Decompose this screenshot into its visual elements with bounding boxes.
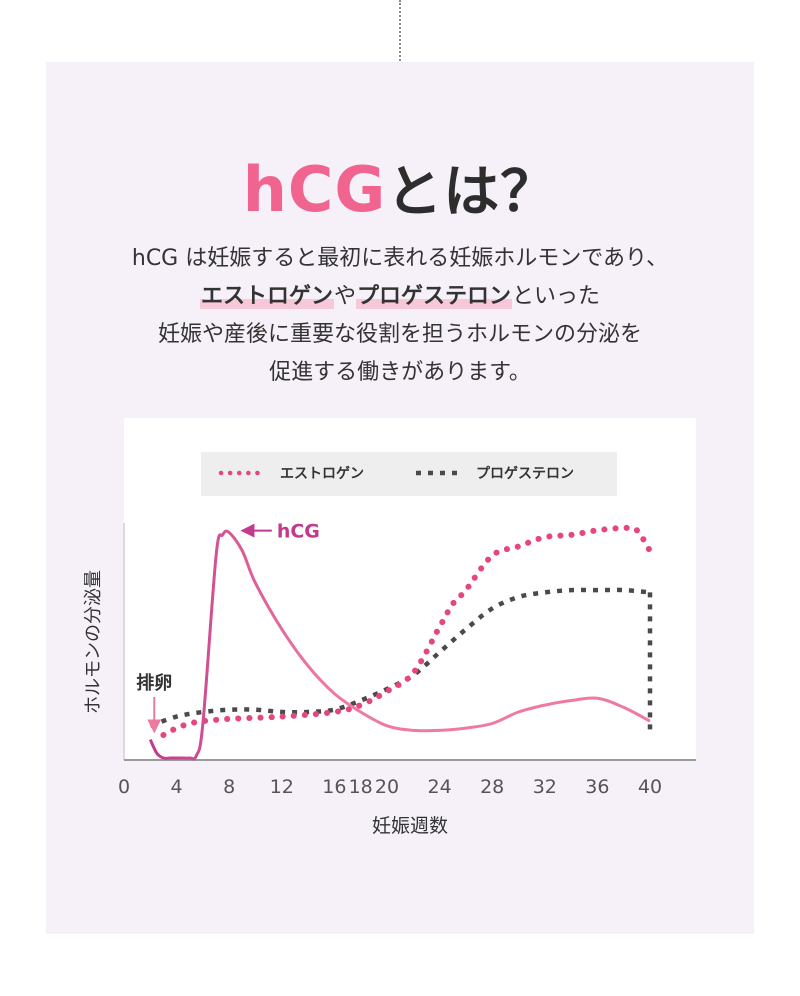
- hcg-annotation: hCG: [277, 521, 320, 543]
- x-tick-labels: 0 4 8 12 16 18 20 24 28 32 36 40: [118, 776, 662, 798]
- legend-label-progesterone: プロゲステロン: [476, 465, 574, 482]
- intro-line-2: エストロゲンやプロゲステロンといった: [0, 278, 800, 316]
- intro-line-2-end: といった: [512, 284, 601, 309]
- intro-text: hCG は妊娠すると最初に表れる妊娠ホルモンであり、 エストロゲンやプロゲステロ…: [0, 240, 800, 392]
- intro-line-2-mid: や: [333, 284, 356, 309]
- x-axis-label: 妊娠週数: [372, 815, 448, 837]
- x-tick-label: 12: [270, 776, 294, 798]
- x-tick-label: 16: [322, 776, 346, 798]
- intro-line-1: hCG は妊娠すると最初に表れる妊娠ホルモンであり、: [131, 246, 669, 271]
- title-rest: とは？: [386, 160, 558, 225]
- legend-entry-progesterone: プロゲステロン: [416, 465, 574, 482]
- series-line-hcg: [148, 529, 651, 761]
- x-tick-label: 4: [171, 776, 183, 798]
- chart-legend: [201, 452, 617, 496]
- x-tick-label: 36: [585, 776, 609, 798]
- x-tick-label: 8: [223, 776, 235, 798]
- x-tick-label: 18: [349, 776, 373, 798]
- ovulation-annotation: 排卵: [136, 672, 172, 694]
- y-axis-label: ホルモンの分泌量: [83, 570, 104, 714]
- intro-line-4: 促進する働きがあります。: [269, 360, 531, 385]
- highlight-progesterone: プロゲステロン: [356, 284, 513, 309]
- x-tick-label: 32: [533, 776, 557, 798]
- intro-line-3: 妊娠や産後に重要な役割を担うホルモンの分泌を: [157, 322, 642, 347]
- title-accent: hCG: [242, 153, 387, 226]
- x-tick-label: 0: [118, 776, 130, 798]
- highlight-estrogen: エストロゲン: [199, 284, 334, 309]
- x-tick-label: 20: [375, 776, 399, 798]
- x-tick-label: 28: [480, 776, 504, 798]
- series-line-progesterone: [149, 587, 651, 728]
- x-tick-label: 40: [638, 776, 662, 798]
- legend-label-estrogen: エストロゲン: [280, 465, 364, 482]
- legend-entry-estrogen: エストロゲン: [218, 465, 364, 482]
- x-tick-label: 24: [428, 776, 452, 798]
- series-line-estrogen: [160, 524, 653, 738]
- page-title: hCGとは？: [0, 150, 800, 233]
